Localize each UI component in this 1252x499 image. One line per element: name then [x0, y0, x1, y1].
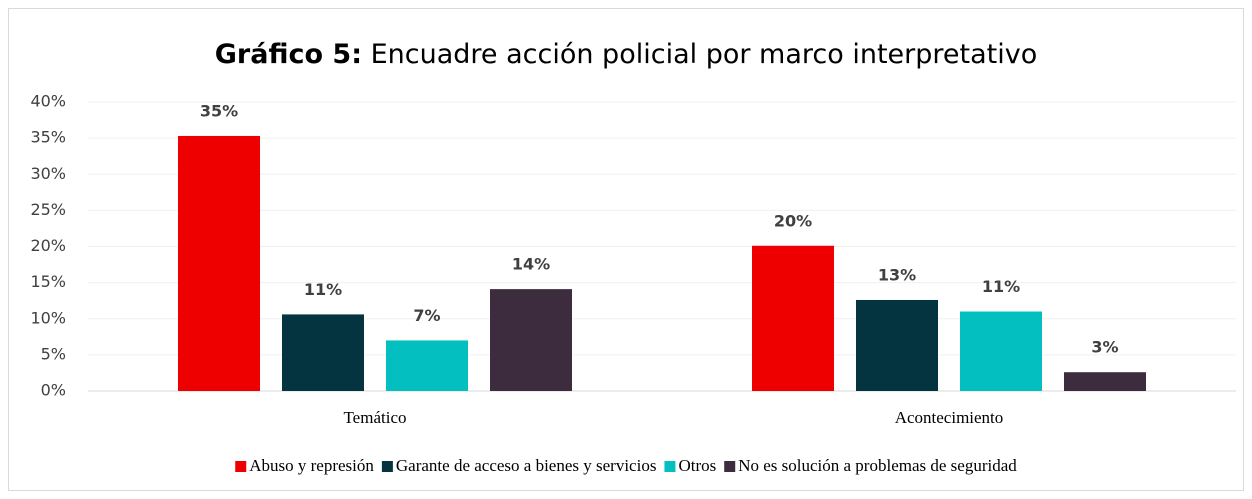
- legend-label: No es solución a problemas de seguridad: [738, 456, 1017, 475]
- bar: [856, 299, 938, 391]
- legend-label: Abuso y represión: [249, 456, 374, 475]
- y-tick-label: 15%: [30, 272, 66, 291]
- y-tick-label: 0%: [41, 381, 66, 400]
- y-tick-label: 10%: [30, 308, 66, 327]
- bar: [490, 289, 572, 391]
- data-label: 3%: [1091, 338, 1118, 357]
- bar: [282, 314, 364, 391]
- y-tick-label: 30%: [30, 164, 66, 183]
- bar: [960, 311, 1042, 391]
- data-label: 14%: [512, 255, 550, 274]
- data-label: 11%: [982, 277, 1020, 296]
- title-prefix: Gráfico 5:: [215, 39, 362, 70]
- data-label: 13%: [878, 265, 916, 284]
- data-label: 11%: [304, 280, 342, 299]
- legend-swatch: [235, 461, 247, 472]
- y-tick-label: 25%: [30, 200, 66, 219]
- y-tick-label: 35%: [30, 128, 66, 147]
- title-text: Encuadre acción policial por marco inter…: [371, 39, 1038, 70]
- legend-label: Otros: [678, 456, 716, 475]
- x-tick-label: Acontecimiento: [895, 408, 1004, 427]
- y-tick-label: 5%: [41, 344, 66, 363]
- bar: [1064, 372, 1146, 391]
- x-tick-label: Temático: [343, 408, 406, 427]
- legend-swatch: [724, 461, 736, 472]
- chart-title: Gráfico 5: Encuadre acción policial por …: [215, 39, 1037, 70]
- y-tick-label: 40%: [30, 92, 66, 111]
- bar: [178, 135, 260, 391]
- data-label: 35%: [200, 101, 238, 120]
- data-label: 7%: [413, 306, 440, 325]
- y-tick-label: 20%: [30, 236, 66, 255]
- bar: [386, 340, 468, 391]
- bar: [752, 245, 834, 391]
- legend-label: Garante de acceso a bienes y servicios: [396, 456, 657, 475]
- legend-swatch: [381, 461, 393, 472]
- data-label: 20%: [774, 211, 812, 230]
- legend-swatch: [664, 461, 676, 472]
